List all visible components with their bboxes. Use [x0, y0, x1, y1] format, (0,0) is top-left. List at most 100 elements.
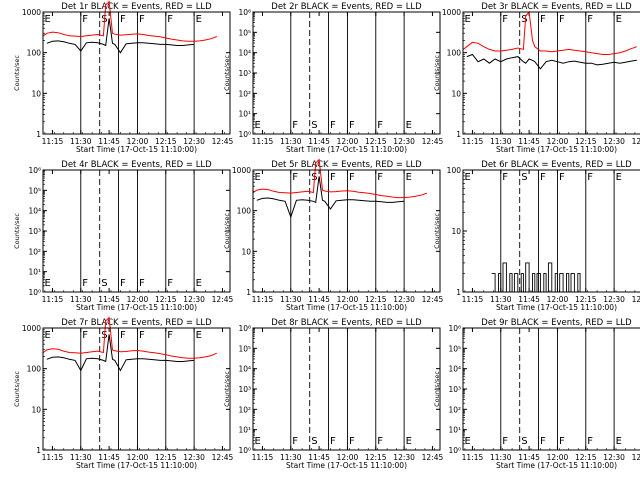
detector-panel-9: Det 9r BLACK = Events, RED = LLD 10⁰ 10¹ 10… — [433, 318, 640, 470]
marker-label: F — [167, 330, 173, 341]
y-tick-label: 10⁴ — [28, 207, 41, 216]
y-axis-label: Counts/sec — [433, 371, 441, 407]
marker-label: F — [330, 172, 336, 183]
y-tick-label: 10 — [451, 227, 461, 236]
x-tick-label: 12:30 — [603, 295, 625, 304]
x-tick-label: 11:45 — [308, 137, 330, 146]
y-tick-label: 1000 — [232, 166, 251, 175]
marker-label: E — [465, 172, 471, 183]
marker-label: F — [559, 14, 565, 25]
y-tick-label: 10⁵ — [238, 28, 251, 37]
y-tick-label: 10³ — [28, 227, 41, 236]
x-tick-label: 11:15 — [462, 137, 484, 146]
plot-frame — [252, 11, 441, 135]
y-tick-label: 1 — [36, 446, 41, 455]
x-axis-label: Start Time (17-Oct-15 11:10:00) — [496, 145, 617, 154]
x-tick-label: 11:15 — [462, 453, 484, 462]
marker-label: E — [255, 436, 261, 447]
x-tick-label: 12:45 — [422, 137, 444, 146]
x-tick-label: 11:30 — [280, 453, 302, 462]
plot-frame — [462, 11, 640, 135]
x-tick-label: 12:00 — [337, 453, 359, 462]
y-axis-label: Counts/sec — [223, 55, 231, 91]
x-tick-label: 11:15 — [252, 137, 274, 146]
x-axis-label: Start Time (17-Oct-15 11:10:00) — [496, 461, 617, 470]
y-axis-label: Counts/sec — [223, 371, 231, 407]
marker-label: S — [311, 120, 317, 131]
marker-label: F — [559, 172, 565, 183]
x-tick-label: 12:45 — [632, 137, 640, 146]
detector-panel-7: Det 7r BLACK = Events, RED = LLD 1 10 100 10… — [13, 316, 233, 470]
marker-label: F — [540, 172, 546, 183]
series-lld — [43, 0, 217, 42]
x-tick-label: 12:15 — [575, 453, 597, 462]
x-axis-label: Start Time (17-Oct-15 11:10:00) — [76, 461, 197, 470]
y-tick-label: 100 — [27, 365, 42, 374]
y-tick-label: 1000 — [442, 8, 461, 17]
series-lld — [463, 10, 637, 55]
marker-label: F — [292, 436, 298, 447]
marker-label: F — [167, 278, 173, 289]
x-tick-label: 12:30 — [393, 453, 415, 462]
marker-label: F — [377, 120, 383, 131]
x-tick-label: 12:15 — [365, 453, 387, 462]
marker-label: E — [45, 278, 51, 289]
detector-panel-5: Det 5r BLACK = Events, RED = LLD 1 10 100 10… — [223, 158, 443, 312]
plot-frame — [252, 327, 441, 451]
y-tick-label: 1 — [456, 288, 461, 297]
x-tick-label: 12:30 — [183, 295, 205, 304]
x-tick-label: 11:45 — [518, 453, 540, 462]
marker-label: F — [139, 278, 145, 289]
series-events — [46, 18, 195, 54]
x-tick-label: 11:30 — [70, 295, 92, 304]
x-tick-label: 11:30 — [70, 453, 92, 462]
panel-title: Det 3r BLACK = Events, RED = LLD — [481, 2, 632, 12]
detector-panel-2: Det 2r BLACK = Events, RED = LLD 10⁰ 10¹ 10… — [223, 2, 443, 154]
y-axis-label: Counts/sec — [13, 213, 21, 249]
x-axis-label: Start Time (17-Oct-15 11:10:00) — [76, 145, 197, 154]
marker-label: F — [139, 14, 145, 25]
panel-title: Det 5r BLACK = Events, RED = LLD — [271, 160, 422, 170]
marker-label: E — [616, 436, 622, 447]
marker-label: E — [45, 14, 51, 25]
marker-label: E — [196, 330, 202, 341]
marker-label: F — [502, 436, 508, 447]
panel-title: Det 9r BLACK = Events, RED = LLD — [481, 318, 632, 328]
detector-panel-6: Det 6r BLACK = Events, RED = LLD 1 10 100 Co… — [433, 160, 640, 312]
marker-label: E — [406, 436, 412, 447]
series-lld — [43, 316, 217, 359]
y-tick-label: 10⁰ — [28, 288, 41, 297]
y-axis-label: Counts/sec — [433, 213, 441, 249]
marker-label: E — [406, 120, 412, 131]
marker-label: F — [120, 330, 126, 341]
y-tick-label: 10⁵ — [28, 186, 41, 195]
marker-label: F — [82, 278, 88, 289]
x-tick-label: 12:30 — [603, 453, 625, 462]
marker-label: F — [292, 120, 298, 131]
y-tick-label: 1000 — [22, 324, 41, 333]
y-tick-label: 10 — [241, 247, 251, 256]
y-tick-label: 10⁴ — [448, 365, 461, 374]
x-tick-label: 11:15 — [462, 295, 484, 304]
y-tick-label: 10⁵ — [448, 344, 461, 353]
y-tick-label: 10¹ — [448, 426, 461, 435]
y-tick-label: 10 — [451, 89, 461, 98]
y-tick-label: 10¹ — [238, 426, 251, 435]
series-events — [491, 262, 583, 293]
x-tick-label: 11:30 — [70, 137, 92, 146]
x-tick-label: 11:30 — [280, 137, 302, 146]
x-tick-label: 12:00 — [547, 295, 569, 304]
x-tick-label: 11:30 — [490, 137, 512, 146]
detector-panel-3: Det 3r BLACK = Events, RED = LLD 1 10 100 10… — [433, 2, 640, 154]
y-tick-label: 10² — [448, 405, 461, 414]
x-tick-label: 11:15 — [252, 295, 274, 304]
marker-label: F — [559, 436, 565, 447]
marker-label: F — [330, 120, 336, 131]
x-tick-label: 12:00 — [337, 137, 359, 146]
marker-label: S — [101, 278, 107, 289]
y-tick-label: 10¹ — [238, 110, 251, 119]
y-tick-label: 10⁴ — [238, 365, 251, 374]
y-tick-label: 10² — [28, 247, 41, 256]
marker-label: F — [540, 436, 546, 447]
x-tick-label: 12:00 — [127, 453, 149, 462]
